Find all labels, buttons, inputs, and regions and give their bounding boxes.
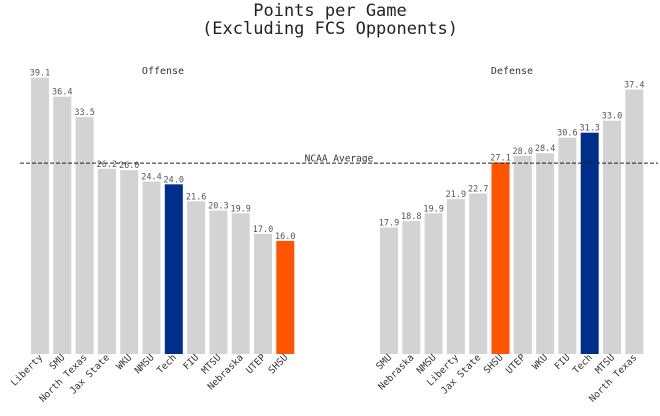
defense-tick-label-fiu: FIU bbox=[553, 352, 573, 372]
chart-title-line-2: (Excluding FCS Opponents) bbox=[202, 19, 458, 39]
defense-bar-smu bbox=[380, 227, 398, 354]
offense-value-label-shsu: 16.0 bbox=[275, 232, 295, 242]
offense-bar-tech bbox=[164, 184, 183, 354]
offense-value-label-wku: 26.0 bbox=[119, 161, 139, 171]
defense-bar-mtsu bbox=[603, 120, 621, 354]
defense-bar-wku bbox=[536, 153, 555, 354]
offense-panel-title: Offense bbox=[142, 66, 184, 77]
chart-title-line-1: Points per Game bbox=[253, 1, 407, 21]
defense-tick-label-utep: UTEP bbox=[504, 352, 528, 376]
defense-value-label-jax-state: 22.7 bbox=[468, 185, 488, 195]
defense-value-label-fiu: 30.6 bbox=[557, 129, 577, 139]
defense-panel: Defense17.9SMU18.8Nebraska19.9NMSU21.9Li… bbox=[374, 66, 644, 405]
offense-tick-label-liberty: Liberty bbox=[9, 352, 45, 388]
defense-value-label-smu: 17.9 bbox=[379, 218, 399, 228]
offense-bar-liberty bbox=[31, 77, 49, 355]
offense-value-label-jax-state: 26.2 bbox=[97, 160, 117, 170]
defense-bar-shsu bbox=[491, 162, 510, 354]
defense-tick-label-tech: Tech bbox=[571, 352, 595, 376]
offense-bar-shsu bbox=[276, 240, 295, 354]
offense-bar-north-texas bbox=[75, 117, 94, 354]
defense-tick-label-shsu: SHSU bbox=[482, 352, 506, 376]
defense-bar-tech bbox=[580, 132, 599, 354]
offense-bar-nmsu bbox=[142, 181, 161, 354]
offense-tick-label-fiu: FIU bbox=[181, 352, 201, 372]
offense-bar-jax-state bbox=[97, 168, 116, 354]
defense-bar-north-texas bbox=[625, 89, 644, 354]
offense-value-label-smu: 36.4 bbox=[52, 88, 72, 98]
offense-bar-smu bbox=[53, 96, 72, 354]
defense-value-label-shsu: 27.1 bbox=[490, 153, 510, 163]
defense-bar-utep bbox=[513, 156, 532, 354]
offense-tick-label-tech: Tech bbox=[155, 352, 179, 376]
offense-bar-wku bbox=[120, 170, 139, 354]
offense-value-label-north-texas: 33.5 bbox=[74, 108, 94, 118]
defense-bar-fiu bbox=[558, 137, 577, 354]
ncaa-average-label: NCAA Average bbox=[305, 154, 374, 165]
offense-bar-mtsu bbox=[209, 210, 228, 354]
offense-tick-label-utep: UTEP bbox=[244, 352, 268, 376]
defense-value-label-north-texas: 37.4 bbox=[624, 81, 644, 91]
defense-bar-liberty bbox=[446, 199, 465, 354]
defense-value-label-liberty: 21.9 bbox=[446, 190, 466, 200]
offense-value-label-liberty: 39.1 bbox=[30, 69, 50, 79]
offense-value-label-nebraska: 19.9 bbox=[230, 204, 250, 214]
defense-value-label-tech: 31.3 bbox=[579, 124, 599, 134]
defense-value-label-mtsu: 33.0 bbox=[602, 112, 622, 122]
offense-tick-label-shsu: SHSU bbox=[266, 352, 290, 376]
defense-bar-nmsu bbox=[424, 213, 443, 354]
offense-bar-utep bbox=[254, 233, 272, 354]
defense-value-label-nmsu: 19.9 bbox=[423, 204, 443, 214]
offense-value-label-fiu: 21.6 bbox=[186, 192, 206, 202]
defense-tick-label-wku: WKU bbox=[530, 352, 550, 372]
offense-bar-fiu bbox=[187, 201, 206, 354]
defense-bar-nebraska bbox=[402, 221, 421, 354]
defense-value-label-wku: 28.4 bbox=[535, 144, 555, 154]
defense-panel-title: Defense bbox=[491, 66, 533, 77]
offense-value-label-mtsu: 20.3 bbox=[208, 201, 228, 211]
offense-value-label-utep: 17.0 bbox=[253, 225, 273, 235]
offense-tick-label-wku: WKU bbox=[114, 352, 134, 372]
defense-value-label-utep: 28.0 bbox=[513, 147, 533, 157]
defense-bar-jax-state bbox=[469, 193, 488, 354]
offense-value-label-nmsu: 24.4 bbox=[141, 172, 161, 182]
offense-bar-nebraska bbox=[231, 213, 250, 354]
defense-value-label-nebraska: 18.8 bbox=[401, 212, 421, 222]
offense-value-label-tech: 24.0 bbox=[164, 175, 184, 185]
offense-tick-label-nmsu: NMSU bbox=[133, 352, 157, 376]
